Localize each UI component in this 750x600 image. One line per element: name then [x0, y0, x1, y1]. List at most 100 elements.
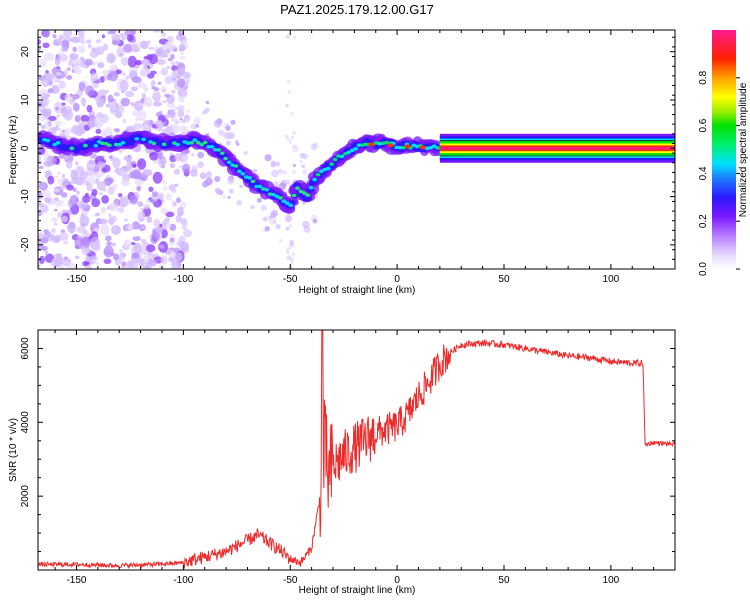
noise-blob	[312, 218, 318, 224]
ridge-core	[401, 145, 406, 150]
ridge-mid	[293, 182, 301, 189]
noise-blob	[176, 78, 186, 88]
ridge-core	[284, 201, 290, 205]
noise-blob	[140, 207, 145, 211]
noise-blob	[75, 161, 79, 166]
ridge-core	[236, 169, 242, 174]
noise-blob	[157, 81, 162, 85]
noise-blob	[102, 44, 109, 51]
noise-blob	[102, 70, 107, 74]
noise-blob	[126, 34, 134, 42]
noise-blob	[57, 171, 61, 176]
noise-blob	[47, 88, 54, 94]
noise-blob	[91, 188, 98, 197]
noise-blob	[91, 47, 97, 52]
noise-blob	[111, 242, 116, 247]
noise-blob	[177, 206, 184, 217]
noise-blob	[147, 104, 151, 108]
noise-blob	[105, 103, 110, 108]
ridge-core	[325, 166, 331, 171]
noise-blob	[112, 253, 120, 261]
noise-blob	[288, 139, 292, 144]
ridge-core	[264, 187, 270, 192]
noise-blob	[72, 46, 77, 53]
colorbar-tick-label: 0.6	[698, 118, 709, 132]
ridge-core	[141, 137, 146, 142]
noise-blob	[213, 119, 222, 128]
noise-blob	[72, 102, 80, 112]
noise-blob	[105, 89, 110, 93]
noise-blob	[83, 212, 87, 217]
noise-blob	[77, 45, 86, 53]
noise-blob	[59, 184, 66, 190]
noise-blob	[111, 224, 121, 235]
noise-blob	[86, 104, 93, 113]
noise-blob	[93, 227, 100, 233]
ridge-core	[106, 143, 112, 148]
noise-blob	[56, 75, 60, 79]
noise-blob	[77, 30, 85, 37]
ridge-core	[69, 146, 75, 151]
noise-blob	[132, 163, 137, 168]
noise-blob	[74, 115, 81, 122]
page-title: PAZ1.2025.179.12.00.G17	[280, 2, 434, 17]
noise-blob	[243, 150, 248, 156]
noise-blob	[125, 75, 130, 80]
noise-blob	[292, 163, 297, 168]
y-tick-label: 6000	[20, 337, 31, 360]
noise-blob	[69, 53, 79, 60]
noise-blob	[55, 71, 62, 77]
noise-blob	[143, 96, 153, 107]
ridge-core	[226, 160, 232, 165]
colorbar: 0.0 0.2 0.4 0.6 0.8 Normalized spectral ampl…	[698, 30, 749, 276]
noise-blob	[82, 260, 89, 267]
noise-blob	[148, 253, 155, 260]
noise-blob	[45, 108, 52, 115]
ridge-core	[199, 142, 205, 147]
x-tick-label: 50	[498, 274, 510, 285]
noise-blob	[151, 231, 160, 241]
noise-blob	[84, 75, 88, 78]
noise-blob	[41, 245, 48, 251]
noise-blob	[178, 95, 184, 101]
noise-blob	[139, 40, 149, 50]
ridge-core	[209, 144, 215, 149]
noise-blob	[101, 130, 106, 137]
noise-blob	[66, 74, 73, 81]
y-tick-label: 20	[20, 46, 31, 58]
noise-blob	[61, 256, 71, 267]
noise-blob	[284, 134, 288, 139]
noise-blob	[66, 184, 74, 191]
noise-blob	[137, 201, 144, 208]
noise-blob	[164, 223, 172, 228]
x-tick-label: -50	[283, 274, 298, 285]
noise-blob	[127, 55, 137, 68]
ridge-core	[219, 151, 225, 156]
noise-blob	[112, 157, 121, 169]
noise-blob	[214, 176, 221, 183]
ridge-core	[250, 179, 256, 184]
noise-blob	[52, 158, 57, 165]
ridge-hotspot	[387, 143, 394, 148]
noise-blob	[63, 109, 74, 121]
ridge-core	[120, 140, 126, 145]
noise-blob	[61, 102, 66, 106]
noise-blob	[302, 201, 306, 205]
noise-blob	[96, 180, 107, 191]
ridge-core	[254, 184, 259, 189]
noise-blob	[174, 251, 183, 263]
ridge-core	[278, 196, 283, 200]
noise-blob	[38, 255, 45, 264]
noise-blob	[90, 72, 99, 82]
ridge-core	[308, 185, 314, 190]
noise-blob	[111, 33, 121, 40]
noise-blob	[94, 213, 98, 217]
noise-blob	[177, 30, 184, 37]
noise-blob	[153, 101, 163, 107]
noise-blob	[107, 73, 112, 78]
colorbar-ticks: 0.0 0.2 0.4 0.6 0.8	[698, 70, 740, 276]
noise-blob	[141, 59, 151, 66]
noise-blob	[124, 218, 128, 222]
noise-blob	[162, 185, 168, 191]
noise-blob	[44, 52, 55, 62]
